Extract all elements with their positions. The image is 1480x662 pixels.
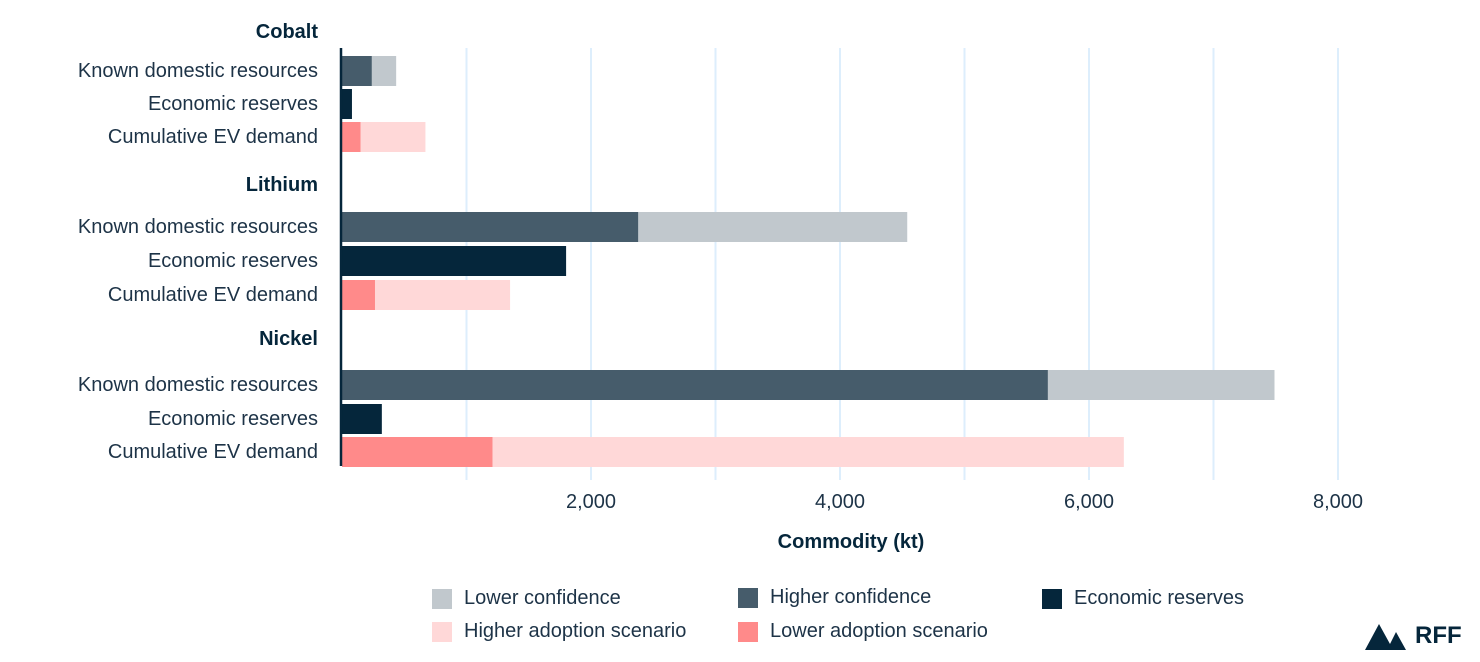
row-label: Economic reserves [148,408,318,430]
bar-segment [342,280,375,310]
legend-label: Economic reserves [1074,587,1245,609]
x-axis-title: Commodity (kt) [778,531,925,553]
legend-swatch [738,587,758,608]
bar-segment [342,212,639,242]
rff-logo: RFF [1365,622,1462,650]
bar-segment [342,246,567,276]
bar-segment [638,212,908,242]
legend-swatch [1042,588,1062,609]
group-label: Lithium [246,174,318,196]
row-label: Cumulative EV demand [108,284,318,306]
x-tick-label: 4,000 [815,491,865,513]
bar-segment [342,437,493,467]
row-label: Economic reserves [148,250,318,272]
legend-item: Higher confidence [738,586,931,609]
bar-segment [371,56,397,86]
bar-segment [342,89,352,119]
legend-item: Higher adoption scenario [432,620,686,643]
bar-segment [342,370,1048,400]
logo-text: RFF [1415,622,1462,649]
legend-item: Lower adoption scenario [738,620,988,643]
legend-label: Higher confidence [770,586,932,608]
legend-swatch [738,621,758,642]
legend-swatch [432,621,452,642]
legend-label: Higher adoption scenario [464,620,687,642]
legend-label: Lower confidence [464,587,621,609]
bar-segment [342,122,361,152]
row-label: Economic reserves [148,93,318,115]
bar-segment [374,280,511,310]
bar-segment [342,404,382,434]
legend-label: Lower adoption scenario [770,620,988,642]
bar-segment [342,56,372,86]
bar-segment [492,437,1124,467]
row-label: Known domestic resources [78,60,318,82]
row-label: Cumulative EV demand [108,441,318,463]
x-tick-label: 2,000 [566,491,616,513]
legend-swatch [432,588,452,609]
legend-item: Economic reserves [1042,587,1244,610]
group-label: Cobalt [256,21,319,43]
row-label: Known domestic resources [78,216,318,238]
row-label: Cumulative EV demand [108,126,318,148]
x-tick-label: 6,000 [1064,491,1114,513]
x-tick-label: 8,000 [1313,491,1363,513]
row-label: Known domestic resources [78,374,318,396]
group-label: Nickel [259,328,318,350]
bar-segment [360,122,426,152]
mountain-icon [1365,624,1406,650]
bar-segment [1047,370,1275,400]
legend-item: Lower confidence [432,587,621,610]
